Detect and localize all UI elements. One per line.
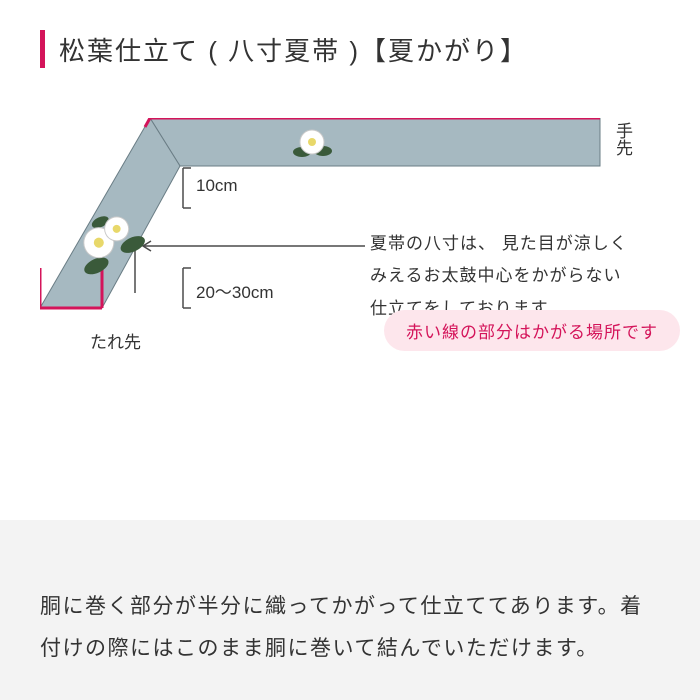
label-10cm: 10cm bbox=[196, 176, 238, 196]
side-desc-line: 夏帯の八寸は、 見た目が涼しく bbox=[370, 228, 628, 260]
label-taresaki: たれ先 bbox=[90, 328, 141, 353]
red-line-note: 赤い線の部分はかがる場所です bbox=[384, 310, 680, 351]
side-desc-line: みえるお太鼓中心をかがらない bbox=[370, 260, 628, 292]
flower-icon bbox=[290, 124, 334, 162]
label-tesaki: 手先 bbox=[610, 122, 635, 156]
label-20-30cm: 20〜30cm bbox=[196, 278, 273, 303]
title-accent-bar bbox=[40, 30, 45, 68]
bottom-description: 胴に巻く部分が半分に織ってかがって仕立ててあります。着付けの際にはこのまま胴に巻… bbox=[40, 586, 660, 670]
diagram: 手先 10cm 20〜30cm たれ先 夏帯の八寸は、 見た目が涼しく みえるお… bbox=[40, 118, 660, 418]
title-row: 松葉仕立て ( 八寸夏帯 )【夏かがり】 bbox=[40, 30, 660, 68]
page-title: 松葉仕立て ( 八寸夏帯 )【夏かがり】 bbox=[59, 31, 528, 68]
